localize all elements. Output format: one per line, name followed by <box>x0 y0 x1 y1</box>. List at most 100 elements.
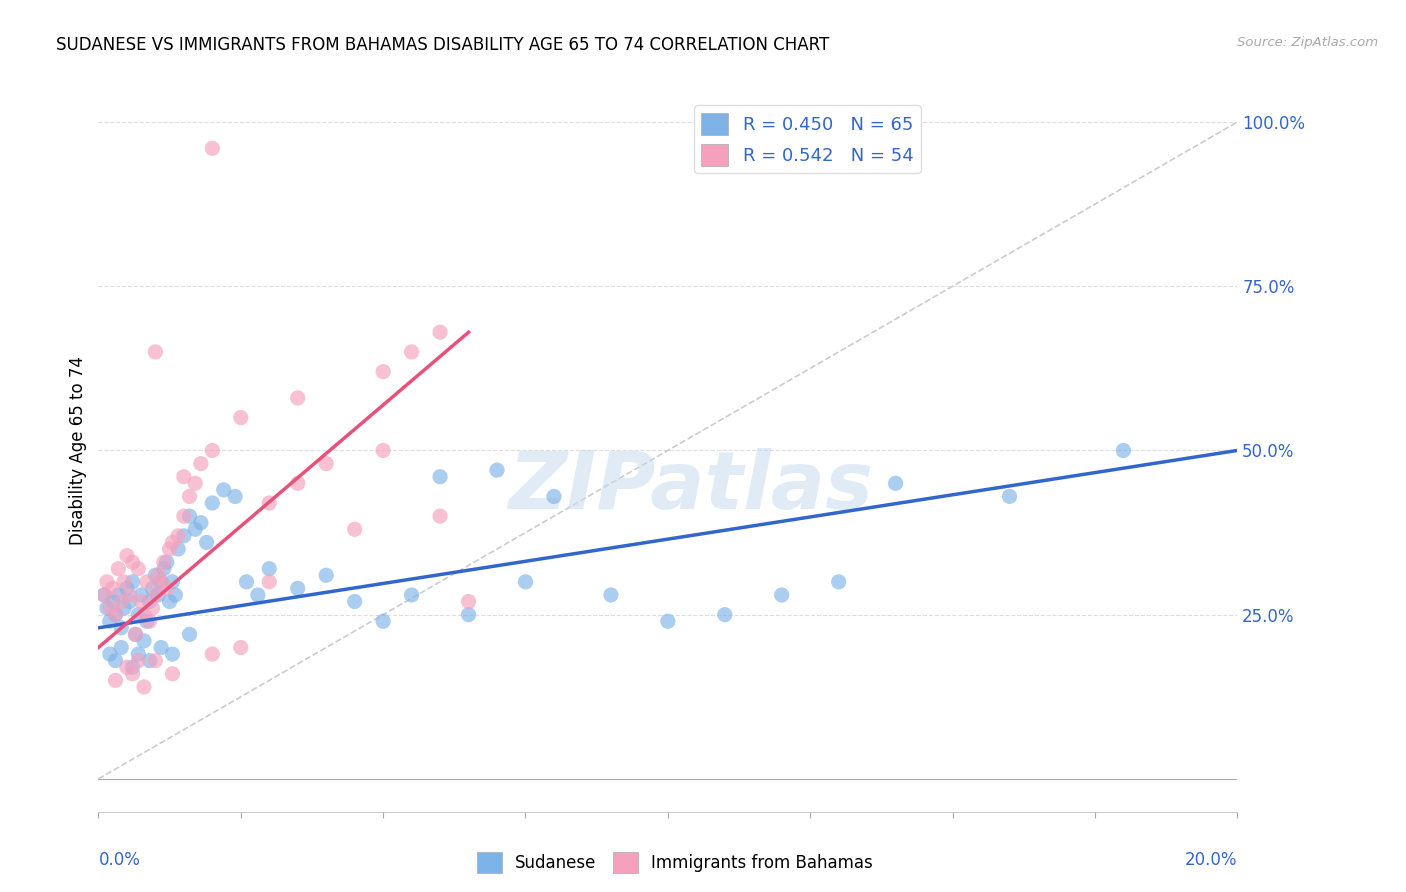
Point <box>246 588 269 602</box>
Point <box>110 594 132 608</box>
Point <box>159 541 181 556</box>
Point <box>179 509 201 524</box>
Point <box>115 660 138 674</box>
Point <box>141 601 163 615</box>
Point <box>132 607 155 622</box>
Point <box>93 588 115 602</box>
Point <box>543 490 565 504</box>
Point <box>165 588 187 602</box>
Point <box>259 574 281 589</box>
Y-axis label: Disability Age 65 to 74: Disability Age 65 to 74 <box>69 356 87 545</box>
Point <box>173 529 195 543</box>
Point <box>457 607 479 622</box>
Point <box>201 496 224 510</box>
Point <box>141 582 163 596</box>
Point <box>190 516 212 530</box>
Point <box>135 614 157 628</box>
Point <box>148 588 170 602</box>
Point <box>115 582 138 596</box>
Point <box>104 673 127 688</box>
Point <box>259 496 281 510</box>
Point <box>124 627 146 641</box>
Point <box>148 568 170 582</box>
Point <box>127 562 149 576</box>
Text: 0.0%: 0.0% <box>98 851 141 869</box>
Point <box>93 588 115 602</box>
Legend: R = 0.450   N = 65, R = 0.542   N = 54: R = 0.450 N = 65, R = 0.542 N = 54 <box>695 105 921 173</box>
Point <box>179 627 201 641</box>
Point <box>884 476 907 491</box>
Point <box>173 509 195 524</box>
Point <box>101 582 124 596</box>
Point <box>101 594 124 608</box>
Point <box>229 410 252 425</box>
Point <box>343 522 366 536</box>
Point <box>167 529 190 543</box>
Point <box>121 574 143 589</box>
Point <box>98 614 121 628</box>
Point <box>259 562 281 576</box>
Point <box>162 535 184 549</box>
Point <box>127 654 149 668</box>
Point <box>429 509 451 524</box>
Point <box>107 588 129 602</box>
Point <box>714 607 737 622</box>
Point <box>224 490 246 504</box>
Text: SUDANESE VS IMMIGRANTS FROM BAHAMAS DISABILITY AGE 65 TO 74 CORRELATION CHART: SUDANESE VS IMMIGRANTS FROM BAHAMAS DISA… <box>56 36 830 54</box>
Point <box>104 607 127 622</box>
Point <box>828 574 851 589</box>
Point <box>104 607 127 622</box>
Point <box>138 654 160 668</box>
Point <box>998 490 1021 504</box>
Point <box>145 568 167 582</box>
Point <box>127 647 149 661</box>
Point <box>195 535 218 549</box>
Point <box>600 588 623 602</box>
Point <box>107 562 129 576</box>
Point <box>287 391 309 405</box>
Point <box>145 588 167 602</box>
Point <box>145 345 167 359</box>
Point <box>129 594 152 608</box>
Point <box>429 325 451 339</box>
Point <box>343 594 366 608</box>
Point <box>315 568 337 582</box>
Point <box>515 574 537 589</box>
Point <box>770 588 793 602</box>
Point <box>156 555 179 569</box>
Point <box>657 614 679 628</box>
Point <box>132 680 155 694</box>
Point <box>110 621 132 635</box>
Point <box>401 345 423 359</box>
Point <box>212 483 235 497</box>
Text: Source: ZipAtlas.com: Source: ZipAtlas.com <box>1237 36 1378 49</box>
Point <box>115 549 138 563</box>
Point <box>121 666 143 681</box>
Point <box>287 582 309 596</box>
Point <box>150 640 173 655</box>
Point <box>229 640 252 655</box>
Point <box>201 141 224 155</box>
Point <box>167 541 190 556</box>
Point <box>118 594 141 608</box>
Point <box>121 660 143 674</box>
Point <box>150 574 173 589</box>
Point <box>129 588 152 602</box>
Point <box>457 594 479 608</box>
Point <box>162 574 184 589</box>
Point <box>184 522 207 536</box>
Point <box>110 640 132 655</box>
Point <box>287 476 309 491</box>
Point <box>156 582 179 596</box>
Text: 20.0%: 20.0% <box>1185 851 1237 869</box>
Point <box>179 490 201 504</box>
Point <box>150 574 173 589</box>
Point <box>486 463 509 477</box>
Point <box>112 601 135 615</box>
Point <box>184 476 207 491</box>
Point <box>173 469 195 483</box>
Point <box>118 588 141 602</box>
Point <box>153 555 176 569</box>
Point <box>371 443 394 458</box>
Point <box>162 647 184 661</box>
